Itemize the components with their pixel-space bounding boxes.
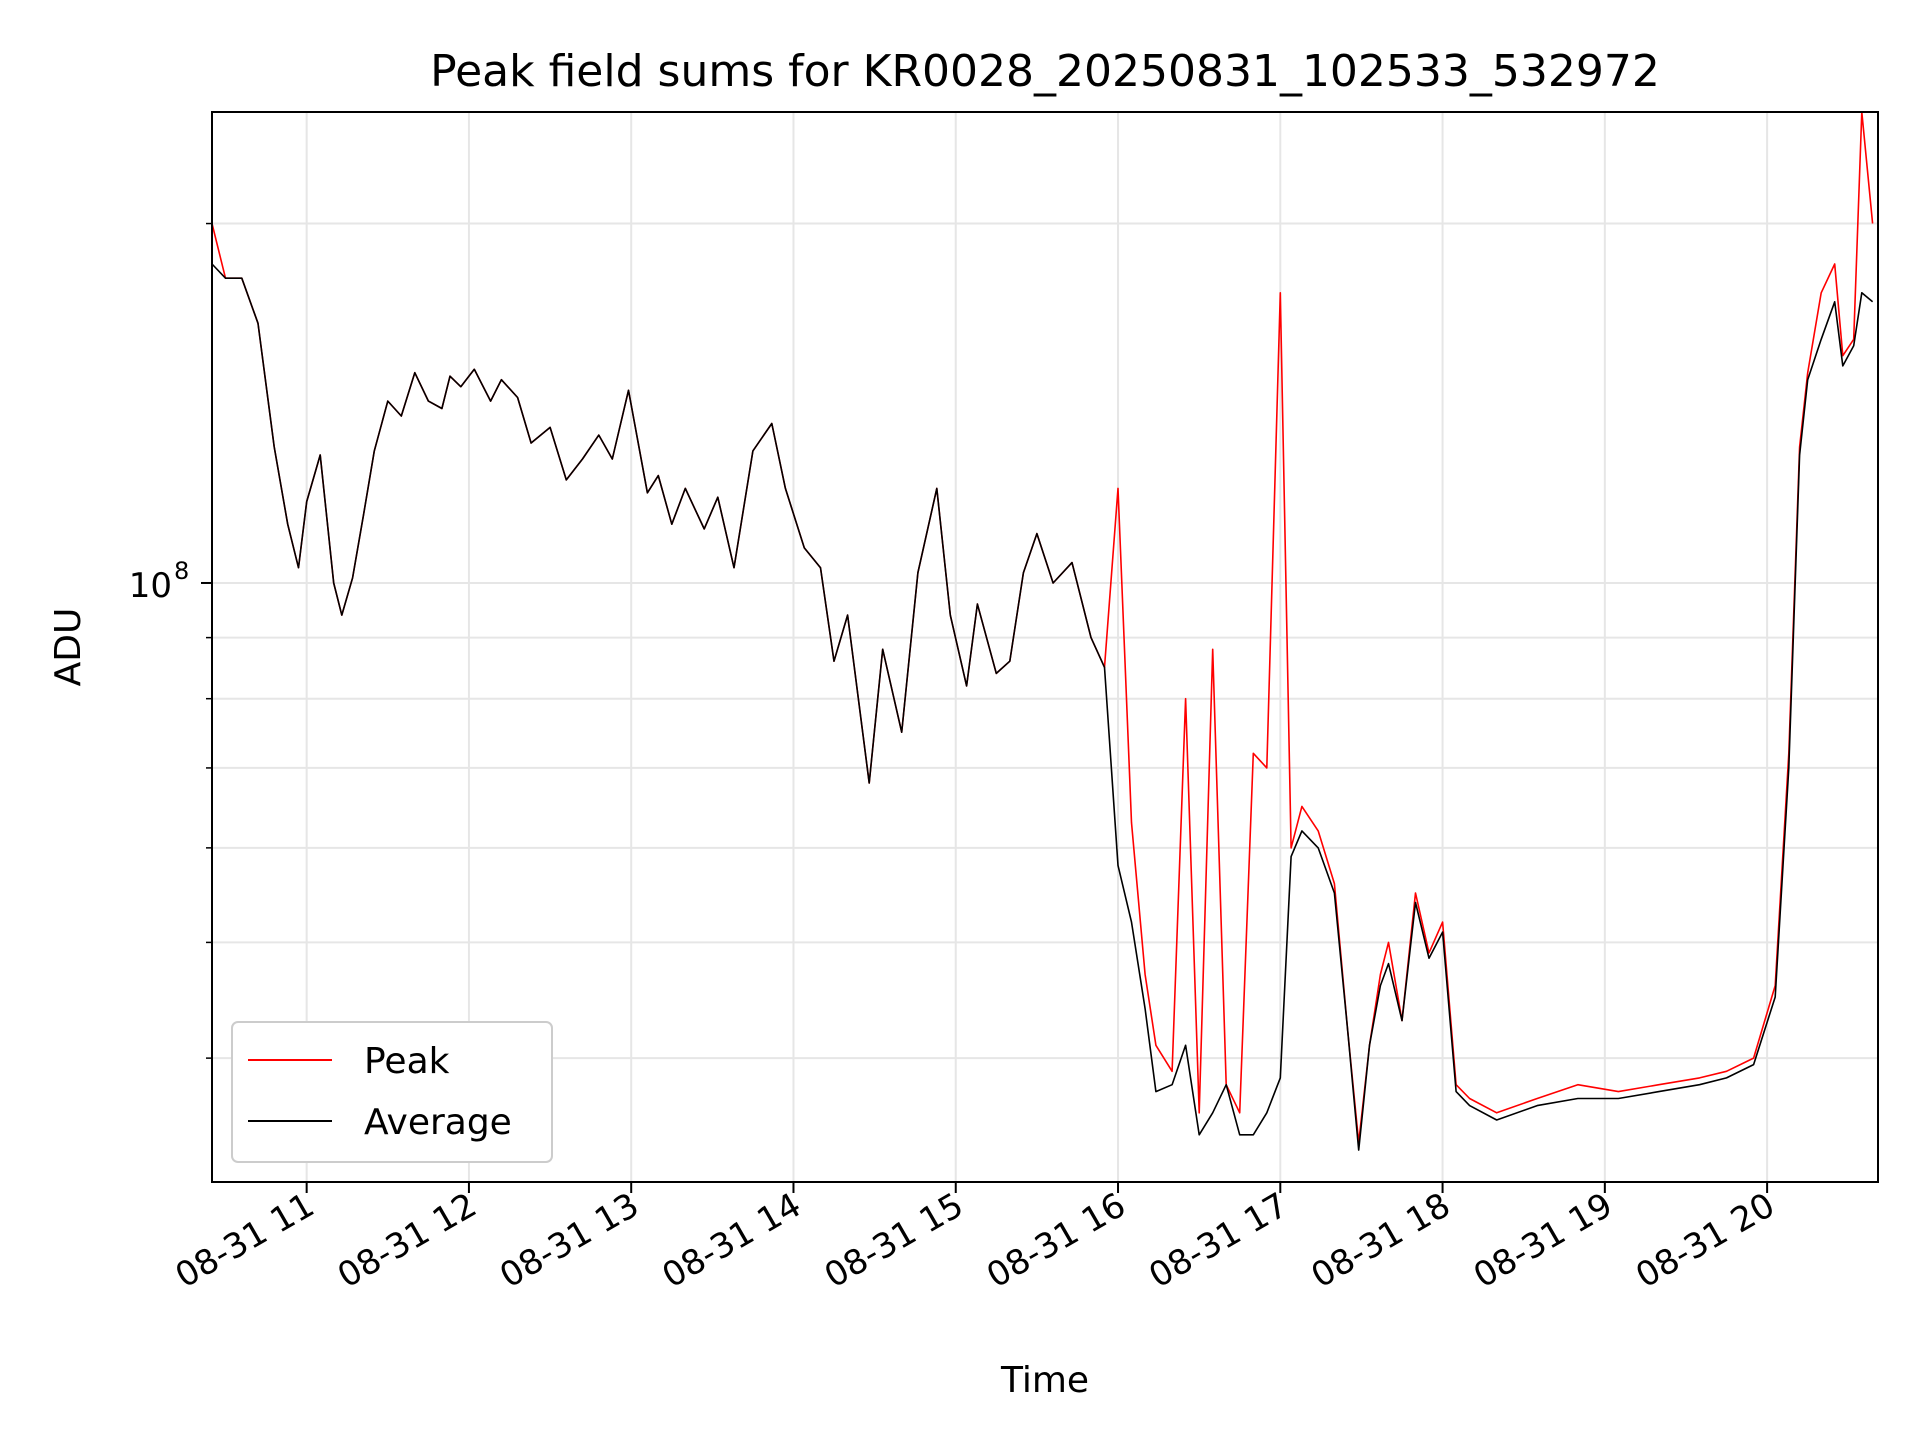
legend-average-label: Average [364, 1102, 512, 1143]
y-tick-label: 10 [129, 566, 172, 606]
series-lines [211, 111, 1874, 1151]
y-axis-label: ADU [48, 608, 89, 687]
grid [212, 112, 1878, 1182]
y-ticks: 10 8 [129, 222, 212, 1059]
legend: Peak Average [231, 1021, 553, 1163]
average-series-line [211, 263, 1874, 1151]
x-axis-label: Time [1000, 1360, 1089, 1401]
plot-frame [211, 111, 1879, 1183]
y-tick-label-exponent: 8 [174, 557, 189, 585]
legend-box [231, 1021, 553, 1163]
chart-title: Peak field sums for KR0028_20250831_1025… [430, 46, 1660, 97]
legend-peak-label: Peak [364, 1041, 450, 1082]
